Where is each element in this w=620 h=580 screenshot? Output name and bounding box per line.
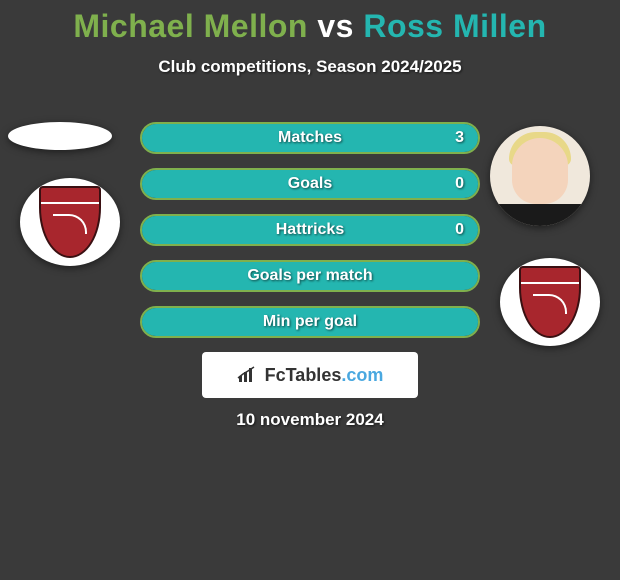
- shield-icon: [519, 266, 581, 338]
- player2-club-badge: [500, 258, 600, 346]
- vs-text: vs: [317, 8, 354, 44]
- stat-row-matches: Matches 3: [140, 122, 480, 154]
- stat-value: 0: [455, 170, 464, 198]
- stat-row-min-per-goal: Min per goal: [140, 306, 480, 338]
- player1-club-badge: [20, 178, 120, 266]
- stat-value: 0: [455, 216, 464, 244]
- stat-label: Min per goal: [142, 308, 478, 336]
- player1-avatar-placeholder: [8, 122, 112, 150]
- stat-label: Goals: [142, 170, 478, 198]
- player1-name: Michael Mellon: [73, 8, 308, 44]
- subtitle: Club competitions, Season 2024/2025: [0, 57, 620, 77]
- stat-row-hattricks: Hattricks 0: [140, 214, 480, 246]
- shrimp-icon: [533, 294, 567, 314]
- stat-label: Goals per match: [142, 262, 478, 290]
- brand-main: FcTables: [265, 365, 342, 385]
- stat-label: Matches: [142, 124, 478, 152]
- shrimp-icon: [53, 214, 87, 234]
- player2-name: Ross Millen: [363, 8, 546, 44]
- brand-watermark: FcTables.com: [202, 352, 418, 398]
- player-face: [512, 138, 568, 204]
- stat-row-goals: Goals 0: [140, 168, 480, 200]
- player2-avatar: [490, 126, 590, 226]
- stat-label: Hattricks: [142, 216, 478, 244]
- stat-row-goals-per-match: Goals per match: [140, 260, 480, 292]
- stats-chart: Matches 3 Goals 0 Hattricks 0 Goals per …: [140, 122, 480, 352]
- brand-suffix: .com: [341, 365, 383, 385]
- shield-icon: [39, 186, 101, 258]
- bar-chart-icon: [237, 366, 259, 384]
- date-text: 10 november 2024: [0, 410, 620, 430]
- stat-value: 3: [455, 124, 464, 152]
- player-shirt: [490, 204, 590, 226]
- brand-text: FcTables.com: [265, 365, 384, 386]
- comparison-title: Michael Mellon vs Ross Millen: [0, 0, 620, 45]
